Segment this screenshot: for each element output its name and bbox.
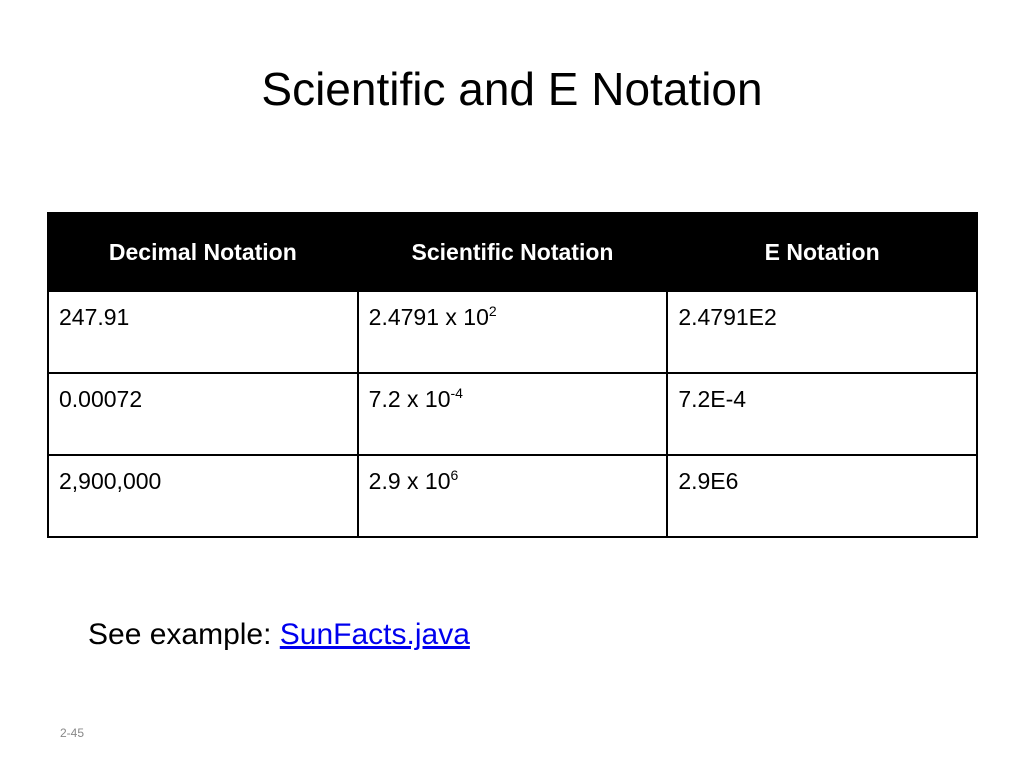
table-cell: 2.4791E2 [666,290,978,374]
cell-base: 7.2 x 10 [368,386,451,412]
table-cell: 7.2E-4 [666,372,978,456]
table-cell: 2,900,000 [47,454,359,538]
table-body: 247.91 2.4791 x 102 2.4791E2 0.00072 7.2 x 1… [47,290,978,538]
cell-base: 2.9 x 10 [368,468,451,494]
cell-exponent: -4 [450,385,463,401]
slide-number: 2-45 [60,726,85,740]
column-header: E Notation [666,212,978,292]
example-link[interactable]: SunFacts.java [279,618,470,651]
footer-text: See example: [88,618,280,651]
table-row: 0.00072 7.2 x 10-4 7.2E-4 [47,372,978,456]
notation-table: Decimal Notation Scientific Notation E Not… [47,212,978,538]
table-cell: 247.91 [47,290,359,374]
table-cell: 7.2 x 10-4 [356,372,669,456]
cell-base: 2.4791 x 10 [368,304,489,330]
table-row: 247.91 2.4791 x 102 2.4791E2 [47,290,978,374]
footer: See example: SunFacts.java [88,618,470,652]
table-cell: 0.00072 [47,372,359,456]
cell-exponent: 6 [450,467,459,483]
table-cell: 2.4791 x 102 [356,290,669,374]
slide-title: Scientific and E Notation [261,63,763,115]
table-cell: 2.9E6 [666,454,978,538]
column-header: Scientific Notation [356,212,669,292]
cell-exponent: 2 [488,303,497,319]
table-row: 2,900,000 2.9 x 106 2.9E6 [47,454,978,538]
column-header: Decimal Notation [47,212,359,292]
table-cell: 2.9 x 106 [356,454,669,538]
header-row: Decimal Notation Scientific Notation E Not… [47,212,978,292]
